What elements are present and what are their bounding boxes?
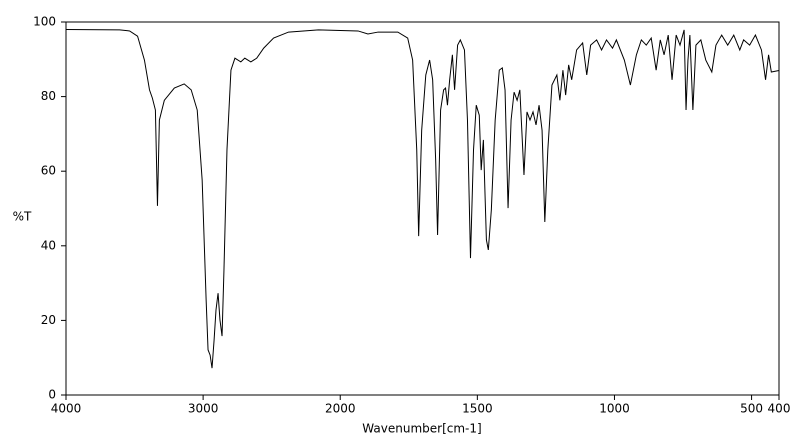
y-tick-label: 40 xyxy=(41,238,56,252)
x-tick-label: 500 xyxy=(740,402,763,416)
x-axis-label: Wavenumber[cm-1] xyxy=(362,422,481,436)
plot-frame xyxy=(65,21,780,396)
spectrum-line xyxy=(65,28,780,369)
y-axis-label: %T xyxy=(13,210,32,224)
y-tick-label: 80 xyxy=(41,89,56,103)
x-tick-label: 4000 xyxy=(51,402,82,416)
x-tick-label: 2000 xyxy=(325,402,356,416)
x-tick-label: 1500 xyxy=(462,402,493,416)
x-tick-label: 3000 xyxy=(188,402,219,416)
x-tick-label: 400 xyxy=(768,402,791,416)
x-tick-label: 1000 xyxy=(599,402,630,416)
y-tick-label: 0 xyxy=(48,388,56,402)
y-tick-label: 20 xyxy=(41,313,56,327)
y-tick-label: 100 xyxy=(33,15,56,29)
y-tick-label: 60 xyxy=(41,164,56,178)
